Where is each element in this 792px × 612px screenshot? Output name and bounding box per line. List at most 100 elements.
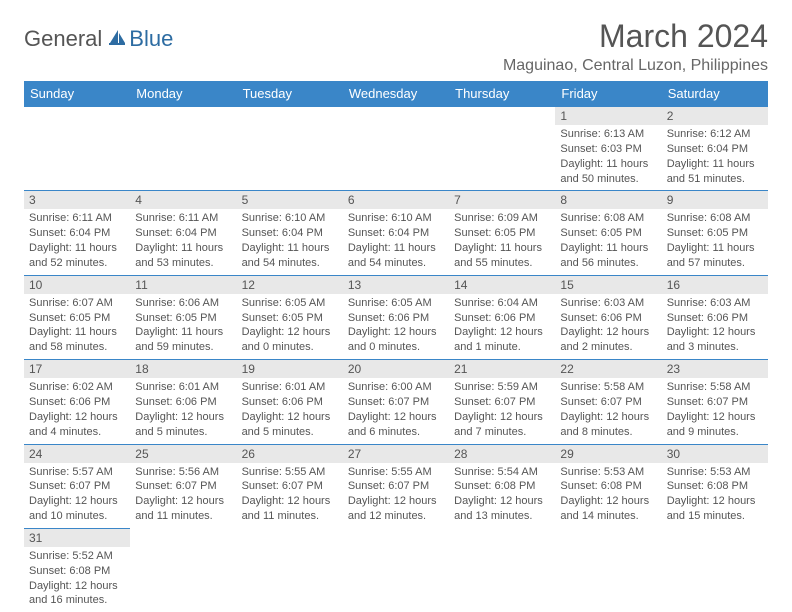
calendar-cell: 31Sunrise: 5:52 AMSunset: 6:08 PMDayligh… (24, 528, 130, 612)
calendar-cell: 13Sunrise: 6:05 AMSunset: 6:06 PMDayligh… (343, 275, 449, 359)
day-details: Sunrise: 6:13 AMSunset: 6:03 PMDaylight:… (555, 125, 661, 190)
calendar-cell (662, 528, 768, 612)
calendar-cell (449, 528, 555, 612)
sunrise-text: Sunrise: 6:01 AM (135, 380, 231, 395)
calendar-cell: 22Sunrise: 5:58 AMSunset: 6:07 PMDayligh… (555, 360, 661, 444)
day-number: 5 (237, 191, 343, 209)
day-number: 26 (237, 445, 343, 463)
day-number: 8 (555, 191, 661, 209)
sunset-text: Sunset: 6:04 PM (29, 226, 125, 241)
daylight-text: Daylight: 11 hours and 53 minutes. (135, 241, 231, 271)
day-number: 7 (449, 191, 555, 209)
day-details: Sunrise: 5:53 AMSunset: 6:08 PMDaylight:… (662, 463, 768, 528)
day-details: Sunrise: 6:01 AMSunset: 6:06 PMDaylight:… (130, 378, 236, 443)
sunrise-text: Sunrise: 6:11 AM (135, 211, 231, 226)
day-details: Sunrise: 6:09 AMSunset: 6:05 PMDaylight:… (449, 209, 555, 274)
daylight-text: Daylight: 12 hours and 3 minutes. (667, 325, 763, 355)
day-number: 6 (343, 191, 449, 209)
calendar-cell (130, 107, 236, 191)
day-number: 28 (449, 445, 555, 463)
calendar-row: 1Sunrise: 6:13 AMSunset: 6:03 PMDaylight… (24, 107, 768, 191)
calendar-cell: 14Sunrise: 6:04 AMSunset: 6:06 PMDayligh… (449, 275, 555, 359)
calendar-row: 10Sunrise: 6:07 AMSunset: 6:05 PMDayligh… (24, 275, 768, 359)
sunset-text: Sunset: 6:07 PM (348, 395, 444, 410)
daylight-text: Daylight: 11 hours and 56 minutes. (560, 241, 656, 271)
sunrise-text: Sunrise: 6:05 AM (348, 296, 444, 311)
day-details: Sunrise: 5:54 AMSunset: 6:08 PMDaylight:… (449, 463, 555, 528)
calendar-cell: 30Sunrise: 5:53 AMSunset: 6:08 PMDayligh… (662, 444, 768, 528)
sunrise-text: Sunrise: 6:11 AM (29, 211, 125, 226)
sunset-text: Sunset: 6:07 PM (29, 479, 125, 494)
day-number: 2 (662, 107, 768, 125)
day-details: Sunrise: 5:59 AMSunset: 6:07 PMDaylight:… (449, 378, 555, 443)
day-details: Sunrise: 6:03 AMSunset: 6:06 PMDaylight:… (662, 294, 768, 359)
sunrise-text: Sunrise: 5:54 AM (454, 465, 550, 480)
day-number: 11 (130, 276, 236, 294)
day-details: Sunrise: 6:01 AMSunset: 6:06 PMDaylight:… (237, 378, 343, 443)
sunrise-text: Sunrise: 5:53 AM (560, 465, 656, 480)
calendar-cell: 28Sunrise: 5:54 AMSunset: 6:08 PMDayligh… (449, 444, 555, 528)
day-details: Sunrise: 6:02 AMSunset: 6:06 PMDaylight:… (24, 378, 130, 443)
day-number: 1 (555, 107, 661, 125)
daylight-text: Daylight: 12 hours and 13 minutes. (454, 494, 550, 524)
calendar-row: 31Sunrise: 5:52 AMSunset: 6:08 PMDayligh… (24, 528, 768, 612)
daylight-text: Daylight: 11 hours and 59 minutes. (135, 325, 231, 355)
location: Maguinao, Central Luzon, Philippines (503, 57, 768, 75)
day-number: 25 (130, 445, 236, 463)
calendar-cell (555, 528, 661, 612)
day-number: 12 (237, 276, 343, 294)
sunrise-text: Sunrise: 5:57 AM (29, 465, 125, 480)
sunset-text: Sunset: 6:07 PM (560, 395, 656, 410)
sunset-text: Sunset: 6:08 PM (29, 564, 125, 579)
sunset-text: Sunset: 6:08 PM (560, 479, 656, 494)
daylight-text: Daylight: 11 hours and 55 minutes. (454, 241, 550, 271)
day-details: Sunrise: 6:00 AMSunset: 6:07 PMDaylight:… (343, 378, 449, 443)
sunset-text: Sunset: 6:07 PM (454, 395, 550, 410)
sunset-text: Sunset: 6:04 PM (135, 226, 231, 241)
daylight-text: Daylight: 12 hours and 4 minutes. (29, 410, 125, 440)
sunrise-text: Sunrise: 6:05 AM (242, 296, 338, 311)
day-number: 29 (555, 445, 661, 463)
daylight-text: Daylight: 12 hours and 5 minutes. (242, 410, 338, 440)
sunrise-text: Sunrise: 6:00 AM (348, 380, 444, 395)
daylight-text: Daylight: 12 hours and 2 minutes. (560, 325, 656, 355)
sunrise-text: Sunrise: 6:04 AM (454, 296, 550, 311)
daylight-text: Daylight: 12 hours and 0 minutes. (242, 325, 338, 355)
sunset-text: Sunset: 6:07 PM (242, 479, 338, 494)
day-details: Sunrise: 5:55 AMSunset: 6:07 PMDaylight:… (237, 463, 343, 528)
sunset-text: Sunset: 6:08 PM (454, 479, 550, 494)
calendar-cell: 5Sunrise: 6:10 AMSunset: 6:04 PMDaylight… (237, 191, 343, 275)
sunset-text: Sunset: 6:05 PM (242, 311, 338, 326)
sunset-text: Sunset: 6:06 PM (560, 311, 656, 326)
calendar-cell (343, 107, 449, 191)
sunset-text: Sunset: 6:07 PM (135, 479, 231, 494)
calendar-cell: 29 Sunrise: 5:53 AMSunset: 6:08 PMDayligh… (555, 444, 661, 528)
day-number: 16 (662, 276, 768, 294)
daylight-text: Daylight: 12 hours and 14 minutes. (560, 494, 656, 524)
calendar-cell (237, 107, 343, 191)
day-details: Sunrise: 5:55 AMSunset: 6:07 PMDaylight:… (343, 463, 449, 528)
day-details: Sunrise: 6:10 AMSunset: 6:04 PMDaylight:… (237, 209, 343, 274)
sunset-text: Sunset: 6:05 PM (29, 311, 125, 326)
calendar-cell: 20Sunrise: 6:00 AMSunset: 6:07 PMDayligh… (343, 360, 449, 444)
daylight-text: Daylight: 12 hours and 9 minutes. (667, 410, 763, 440)
daylight-text: Daylight: 12 hours and 0 minutes. (348, 325, 444, 355)
weekday-header: Wednesday (343, 81, 449, 107)
calendar-cell: 3Sunrise: 6:11 AMSunset: 6:04 PMDaylight… (24, 191, 130, 275)
daylight-text: Daylight: 12 hours and 16 minutes. (29, 579, 125, 609)
daylight-text: Daylight: 12 hours and 10 minutes. (29, 494, 125, 524)
sunrise-text: Sunrise: 6:03 AM (667, 296, 763, 311)
logo-text-general: General (24, 26, 102, 52)
day-number: 22 (555, 360, 661, 378)
day-number: 10 (24, 276, 130, 294)
sunset-text: Sunset: 6:04 PM (667, 142, 763, 157)
logo-text-blue: Blue (129, 26, 173, 52)
sunset-text: Sunset: 6:07 PM (667, 395, 763, 410)
sunset-text: Sunset: 6:05 PM (454, 226, 550, 241)
sunset-text: Sunset: 6:08 PM (667, 479, 763, 494)
day-number: 4 (130, 191, 236, 209)
sunset-text: Sunset: 6:06 PM (667, 311, 763, 326)
calendar-cell: 17Sunrise: 6:02 AMSunset: 6:06 PMDayligh… (24, 360, 130, 444)
month-title: March 2024 (503, 18, 768, 55)
day-details: Sunrise: 5:58 AMSunset: 6:07 PMDaylight:… (555, 378, 661, 443)
